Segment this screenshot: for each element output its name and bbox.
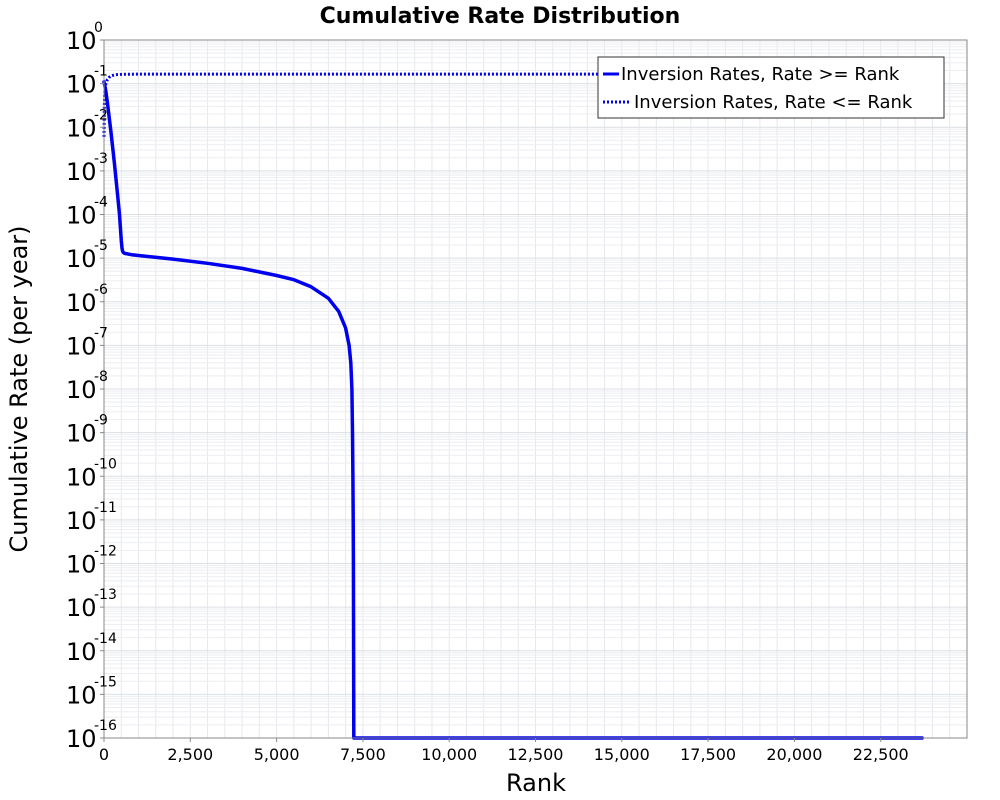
x-axis-label: Rank [506, 769, 566, 797]
y-tick-exponent: -14 [94, 631, 117, 647]
y-axis-ticks: 10010-110-210-310-410-510-610-710-810-91… [66, 20, 117, 753]
y-tick-exponent: -5 [94, 238, 108, 254]
x-axis-ticks: 0 2,500 5,000 7,500 10,000 12,500 15,000 17,500… [99, 738, 909, 764]
chart-title: Cumulative Rate Distribution [320, 4, 681, 29]
x-tick-label: 7,500 [340, 745, 386, 764]
grid [104, 40, 967, 738]
x-tick-label: 5,000 [254, 745, 300, 764]
x-tick-label: 0 [99, 745, 109, 764]
series-line-rate-le-rank [102, 72, 923, 137]
y-tick-label: 10 [66, 245, 97, 273]
y-tick-label: 10 [66, 158, 97, 186]
y-tick-exponent: -15 [94, 674, 117, 690]
legend-label-rate-ge-rank: Inversion Rates, Rate >= Rank [621, 64, 900, 85]
y-tick-label: 10 [66, 114, 97, 142]
x-tick-label: 15,000 [594, 745, 650, 764]
y-tick-label: 10 [66, 332, 97, 360]
y-tick-label: 10 [66, 202, 97, 230]
y-tick-label: 10 [66, 725, 97, 753]
y-tick-exponent: -12 [94, 544, 117, 560]
x-tick-label: 2,500 [167, 745, 213, 764]
y-tick-exponent: -3 [94, 151, 108, 167]
y-tick-exponent: 0 [94, 20, 103, 36]
legend-label-rate-le-rank: Inversion Rates, Rate <= Rank [634, 92, 913, 113]
y-tick-label: 10 [66, 594, 97, 622]
plot-series [102, 72, 924, 740]
y-axis-label: Cumulative Rate (per year) [5, 225, 33, 552]
y-tick-exponent: -10 [94, 456, 117, 472]
y-tick-exponent: -13 [94, 587, 117, 603]
y-tick-exponent: -1 [94, 64, 108, 80]
y-tick-label: 10 [66, 681, 97, 709]
y-tick-label: 10 [66, 551, 97, 579]
y-tick-label: 10 [66, 507, 97, 535]
x-tick-label: 20,000 [766, 745, 822, 764]
y-tick-label: 10 [66, 420, 97, 448]
y-tick-label: 10 [66, 463, 97, 491]
y-tick-exponent: -8 [94, 369, 108, 385]
legend-box [597, 56, 945, 119]
y-tick-exponent: -2 [94, 107, 108, 123]
x-tick-label: 12,500 [508, 745, 564, 764]
y-tick-exponent: -7 [94, 325, 108, 341]
y-tick-exponent: -16 [94, 718, 117, 734]
y-tick-label: 10 [66, 289, 97, 317]
y-tick-exponent: -4 [94, 195, 108, 211]
y-tick-exponent: -6 [94, 282, 108, 298]
y-tick-label: 10 [66, 376, 97, 404]
legend: Inversion Rates, Rate >= Rank Inversion … [597, 56, 945, 119]
x-tick-label: 10,000 [421, 745, 477, 764]
series-line-rate-ge-rank [102, 80, 924, 740]
y-tick-label: 10 [66, 71, 97, 99]
y-tick-exponent: -9 [94, 413, 108, 429]
x-tick-label: 22,500 [853, 745, 909, 764]
x-tick-label: 17,500 [680, 745, 736, 764]
y-tick-label: 10 [66, 27, 97, 55]
y-tick-exponent: -11 [94, 500, 117, 516]
y-tick-label: 10 [66, 638, 97, 666]
